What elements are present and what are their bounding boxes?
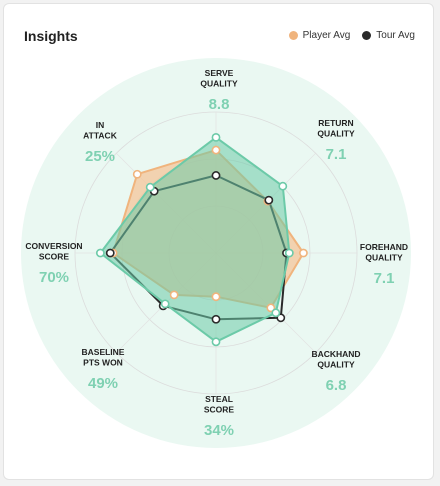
- axis-label-name: RETURN: [318, 118, 353, 128]
- axis-label-value: 6.8: [326, 377, 347, 394]
- radar-point-player-avg: [211, 145, 221, 155]
- axis-label-name: QUALITY: [317, 129, 355, 139]
- axis-label-name: STEAL: [205, 394, 233, 404]
- radar-point-highlight: [278, 181, 288, 191]
- legend-tour-dot: [362, 31, 372, 40]
- axis-label-name: BASELINE: [82, 347, 125, 357]
- radar-point-tour-avg: [211, 314, 221, 324]
- legend-tour-label: Tour Avg: [376, 30, 415, 41]
- legend-item-tour[interactable]: Tour Avg: [362, 30, 415, 41]
- axis-label-value: 34%: [204, 422, 234, 439]
- radar-point-highlight: [160, 299, 170, 309]
- radar-point-highlight: [145, 182, 155, 192]
- axis-label-name: BACKHAND: [311, 349, 360, 359]
- radar-point-player-avg: [169, 290, 179, 300]
- radar-point-highlight: [211, 132, 221, 142]
- radar-point-tour-avg: [211, 171, 221, 180]
- radar-point-highlight: [95, 248, 105, 258]
- axis-label-name: ATTACK: [83, 131, 118, 141]
- legend-player-dot: [288, 31, 298, 40]
- axis-label-name: SCORE: [204, 405, 235, 415]
- radar-point-tour-avg: [264, 195, 274, 205]
- radar-point-player-avg: [132, 169, 142, 179]
- radar-point-highlight: [284, 248, 294, 258]
- legend-player-label: Player Avg: [302, 30, 351, 41]
- axis-label-name: QUALITY: [365, 253, 403, 263]
- axis-label-value: 49%: [88, 375, 118, 392]
- radar-point-player-avg: [266, 303, 276, 313]
- radar-point-tour-avg: [105, 248, 115, 258]
- axis-label-value: 7.1: [326, 146, 347, 163]
- axis-label-name: FOREHAND: [360, 242, 408, 252]
- axis-label-name: SCORE: [39, 252, 70, 262]
- radar-point-highlight: [271, 308, 281, 318]
- axis-label-value: 8.8: [209, 96, 230, 113]
- axis-label-name: PTS WON: [83, 358, 123, 368]
- radar-point-player-avg: [299, 248, 308, 258]
- card-title: Insights: [24, 28, 78, 44]
- axis-label-name: SERVE: [205, 68, 234, 78]
- axis-label-value: 25%: [85, 148, 115, 165]
- axis-label-name: QUALITY: [317, 360, 355, 370]
- axis-label-name: CONVERSION: [25, 241, 82, 251]
- legend-item-player[interactable]: Player Avg: [288, 30, 351, 41]
- axis-label-name: QUALITY: [200, 79, 238, 89]
- radar-point-tour-avg: [276, 313, 286, 323]
- radar-point-player-avg: [211, 292, 221, 302]
- axis-label-value: 7.1: [374, 270, 395, 287]
- axis-label-value: 70%: [39, 269, 69, 286]
- radar-point-highlight: [211, 337, 221, 347]
- axis-label-name: IN: [96, 120, 105, 130]
- legend: Player Avg Tour Avg: [277, 30, 415, 41]
